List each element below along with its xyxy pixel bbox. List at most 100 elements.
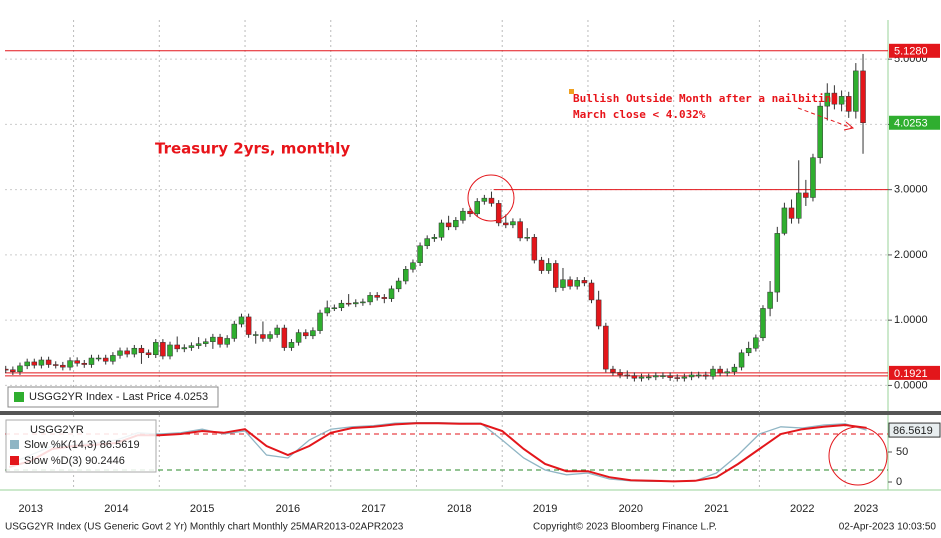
candle-body [545, 263, 552, 271]
candle-body [188, 345, 195, 348]
candle-body [695, 374, 702, 377]
candle-body [553, 263, 559, 288]
candle-body [638, 376, 645, 379]
candle-body [824, 92, 831, 107]
candle-body [210, 336, 216, 342]
candle-body [88, 357, 95, 365]
legend: USGG2YR Index - Last Price 4.0253 [7, 386, 219, 408]
y-tick-label: 3.0000 [894, 184, 928, 196]
candle-body [360, 301, 366, 304]
candle-body [603, 325, 609, 370]
price-box-label: 4.0253 [894, 118, 928, 130]
candle-body [374, 295, 380, 298]
candle-body [467, 210, 473, 215]
highlight-circle [828, 426, 888, 486]
price-box [889, 365, 940, 380]
candle-body [217, 336, 223, 345]
candle-body [124, 350, 130, 355]
copyright: Copyright© 2023 Bloomberg Finance L.P. [533, 522, 717, 533]
candle-body [281, 327, 288, 348]
candle-body [845, 96, 852, 112]
y-tick-label: 2.0000 [894, 249, 928, 261]
legend-box [7, 386, 219, 408]
candle-body [653, 375, 659, 378]
candle-body [102, 357, 109, 362]
candle-body [445, 222, 452, 228]
x-tick-label: 2014 [104, 503, 128, 515]
candle-body [5, 368, 9, 371]
candle-body [645, 376, 652, 379]
candle-body [674, 377, 681, 379]
plot-layer: 2013 2014 2015 2016 2017 2018 2019 2020 2021 2022… [18, 43, 941, 515]
candle-body [167, 344, 173, 357]
candle-body [795, 192, 802, 219]
candle-body [860, 70, 866, 124]
candle-body [574, 280, 580, 287]
candle-body [10, 369, 16, 372]
candle-body [303, 332, 309, 337]
price-box [889, 43, 940, 58]
candle-body [24, 361, 30, 367]
x-tick-label: 2022 [790, 503, 814, 515]
annotation-line: March close < 4.032% [573, 108, 706, 121]
candle-body [60, 364, 66, 368]
value-box [888, 422, 941, 438]
annotation-line: Bullish Outside Month after a nailbiting [573, 92, 838, 105]
candle-body [567, 279, 573, 287]
candle-body [145, 352, 152, 356]
candle-body [724, 371, 730, 374]
candle-body [345, 302, 352, 305]
candle-body [52, 364, 59, 366]
candle-body [174, 344, 180, 350]
candle-body [524, 237, 530, 239]
candle-body [703, 374, 709, 377]
candle-body [324, 307, 330, 314]
price-box-label: 5.1280 [894, 46, 928, 58]
candle-body [810, 157, 816, 198]
candle-body [310, 330, 316, 337]
plot-layer [5, 50, 888, 382]
price-box [889, 115, 940, 130]
candle-body [617, 372, 623, 376]
candle-body [295, 332, 302, 343]
candle-body [831, 92, 838, 105]
x-tick-label: 2017 [361, 503, 385, 515]
candle-body [195, 343, 202, 346]
annotation-marker [569, 89, 574, 94]
legend-label: Slow %D(3) 90.2446 [24, 455, 125, 467]
candle-body [395, 280, 402, 290]
candle-body [274, 327, 280, 335]
candle-body [660, 375, 666, 377]
candle-body [381, 297, 388, 299]
legend-label: USGG2YR Index - Last Price 4.0253 [29, 391, 208, 403]
highlight-circle [467, 174, 515, 222]
y-tick-label: 1.0000 [894, 314, 928, 326]
x-tick-label: 2018 [447, 503, 471, 515]
candle-body [738, 352, 745, 368]
candle-body [517, 221, 523, 239]
legend-swatch [14, 392, 24, 402]
annotation-arrow [797, 107, 853, 129]
candle-body [117, 350, 123, 356]
candle-body [224, 338, 230, 345]
candle-body [31, 361, 38, 366]
candle-body [588, 282, 595, 301]
lower-legend: USGG2YR Slow %K(14,3) 86.5619 Slow %D(3)… [5, 419, 157, 473]
candle-body [317, 312, 323, 331]
candle-body [202, 341, 209, 344]
candle-body [538, 259, 545, 271]
candle-body [745, 347, 752, 354]
x-tick-label: 2021 [704, 503, 728, 515]
timestamp: 02-Apr-2023 10:03:50 [839, 522, 937, 533]
price-box-label: 0.1921 [894, 368, 928, 380]
candle-body [110, 355, 116, 362]
candle-body [260, 334, 266, 339]
candle-body [681, 376, 688, 379]
candle-body [17, 365, 23, 372]
candle-body [581, 280, 588, 284]
candle-body [181, 347, 188, 350]
candle-body [717, 368, 723, 374]
candle-body [503, 222, 509, 226]
candle-body [74, 360, 80, 364]
